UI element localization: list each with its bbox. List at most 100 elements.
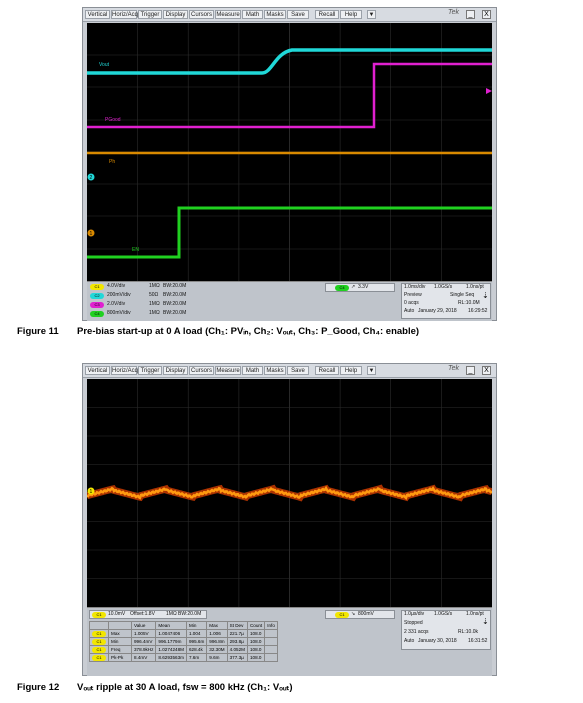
run-mode: Auto (404, 308, 415, 314)
cell: 996.1779m (155, 637, 187, 646)
help-dropdown[interactable]: ▼ (367, 10, 376, 19)
cell: Freq (108, 645, 132, 654)
cell: Pk-Pk (108, 653, 132, 662)
acq-state: Stopped (404, 620, 423, 626)
brand-logo: Tek (448, 365, 460, 372)
ch1-settings-panel[interactable]: C1 10.0mV Offset:1.8V 1MΩ BW:20.0M (89, 610, 207, 619)
trigger-panel-2[interactable]: C1 ↘ 800mV (325, 610, 395, 619)
menu-measure[interactable]: Measure (215, 366, 241, 375)
close-button[interactable]: X (482, 366, 491, 375)
ch4-bw: BW:20.0M (163, 310, 187, 316)
close-button[interactable]: X (482, 10, 491, 19)
table-row[interactable]: C1 Pk-Pk 8.4mV 8.6293563m 7.6m 9.6m 377.… (89, 653, 278, 662)
header-count: Count (246, 621, 266, 630)
ch2-scale: 200mV/div (107, 292, 131, 298)
cell: 7.6m (185, 653, 208, 662)
menu-vertical[interactable]: Vertical (85, 10, 110, 19)
trigger-panel[interactable]: C4 ↗ 3.3V (325, 283, 395, 292)
ch1-chip: C1 (92, 612, 106, 618)
figure-12-text: Vₒᵤₜ ripple at 30 A load, fsw = 800 kHz … (77, 682, 293, 693)
chip: C1 (92, 630, 106, 637)
menu-display[interactable]: Display (163, 10, 188, 19)
cell: 108.0 (246, 653, 266, 662)
header-max: Max (206, 621, 228, 630)
cell (264, 645, 278, 654)
cell (264, 637, 278, 646)
cell: 628.4k (185, 645, 208, 654)
chip: C1 (92, 646, 106, 653)
header-stdev: St Dev (226, 621, 248, 630)
menu-masks[interactable]: Masks (264, 366, 286, 375)
figure-12-caption: Figure 12 Vₒᵤₜ ripple at 30 A load, fsw =… (17, 682, 293, 693)
menu-horiz-acq[interactable]: Horiz/Acq (111, 366, 139, 375)
label-pgood: PGood (105, 117, 121, 123)
trigger-slope: ↗ (351, 284, 356, 290)
acq-count: 0 acqs (404, 300, 419, 306)
cell: 4.052M (226, 645, 248, 654)
acq-date: January 30, 2018 (418, 638, 457, 644)
ch1-coupling: 1MΩ (149, 283, 160, 289)
menu-save[interactable]: Save (287, 10, 309, 19)
figure-11-text: Pre-bias start-up at 0 A load (Ch₁: PVᵢₙ… (77, 326, 420, 337)
chip: C1 (92, 638, 106, 645)
header-name (108, 621, 132, 630)
row-chip: C1 (89, 629, 109, 638)
trigger-level: 800mV (358, 611, 374, 617)
ch4-scale: 800mV/div (107, 310, 131, 316)
minimize-button[interactable]: _ (466, 366, 475, 375)
acq-mode: Preview (404, 292, 422, 298)
menu-measure[interactable]: Measure (215, 10, 241, 19)
measurement-table: Value Mean Min Max St Dev Count Info C1 … (89, 621, 278, 662)
cell: 1.0274248M (155, 645, 187, 654)
ch2-chip[interactable]: C2 (90, 293, 104, 299)
readout-panel: C1 4.0V/div 1MΩ BW:20.0M C2 200mV/div 50… (87, 281, 492, 321)
table-row[interactable]: C1 Max 1.005V 1.0047406 1.004 1.006 221.… (89, 629, 278, 638)
ch3-scale: 2.0V/div (107, 301, 126, 307)
minimize-button[interactable]: _ (466, 10, 475, 19)
readout-panel-2: C1 10.0mV Offset:1.8V 1MΩ BW:20.0M C1 ↘ … (87, 607, 492, 676)
acq-seq: Single Seq (450, 292, 475, 298)
trigger-chip: C4 (335, 285, 349, 291)
menu-display[interactable]: Display (163, 366, 188, 375)
menu-masks[interactable]: Masks (264, 10, 286, 19)
cell: 8.6293563m (155, 653, 187, 662)
waveform-plot: Vout PGood Ph EN 2 1 (87, 23, 492, 281)
row-chip: C1 (89, 637, 109, 646)
table-row[interactable]: C1 Freq 378.9kHz 1.0274248M 628.4k 32.30… (89, 645, 278, 654)
acq-time: 16:29:52 (468, 308, 488, 314)
ch1-marker[interactable] (87, 487, 95, 495)
menu-trigger[interactable]: Trigger (138, 366, 162, 375)
menu-vertical[interactable]: Vertical (85, 366, 110, 375)
menu-help[interactable]: Help (340, 366, 362, 375)
ch1-chip[interactable]: C1 (90, 284, 104, 290)
ch2-marker[interactable] (87, 173, 95, 181)
menu-trigger[interactable]: Trigger (138, 10, 162, 19)
menu-cursors[interactable]: Cursors (189, 10, 214, 19)
menu-help[interactable]: Help (340, 10, 362, 19)
ch4-enable-trace (87, 206, 492, 259)
brand-logo: Tek (448, 9, 460, 16)
ch1-offset: Offset:1.8V (130, 611, 155, 617)
help-dropdown[interactable]: ▼ (367, 366, 376, 375)
menu-cursors[interactable]: Cursors (189, 366, 214, 375)
ch1-bw: BW:20.0M (163, 283, 187, 289)
menu-math[interactable]: Math (242, 366, 263, 375)
menu-math[interactable]: Math (242, 10, 263, 19)
cell: 293.8µ (226, 637, 248, 646)
menu-recall[interactable]: Recall (315, 366, 339, 375)
resolution: 1.0ns/pt (466, 611, 484, 617)
trigger-level-marker[interactable] (486, 88, 492, 94)
ch1-marker[interactable] (87, 229, 95, 237)
menu-save[interactable]: Save (287, 366, 309, 375)
cell: Max (108, 629, 132, 638)
acq-count: 2 331 acqs (404, 629, 429, 635)
cell: 995.6m (185, 637, 208, 646)
ch1-coupling: 1MΩ (166, 611, 177, 617)
table-row[interactable]: C1 Min 996.4mV 996.1779m 995.6m 996.8m 2… (89, 637, 278, 646)
cell: 1.005V (130, 629, 157, 638)
menu-horiz-acq[interactable]: Horiz/Acq (111, 10, 139, 19)
ch3-chip[interactable]: C3 (90, 302, 104, 308)
menu-recall[interactable]: Recall (315, 10, 339, 19)
ch4-chip[interactable]: C4 (90, 311, 104, 317)
cell: 378.9kHz (130, 645, 157, 654)
